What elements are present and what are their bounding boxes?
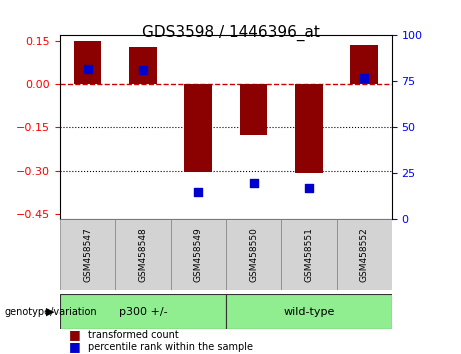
Bar [350, 45, 378, 84]
Point [84, 66, 91, 72]
FancyBboxPatch shape [281, 219, 337, 290]
Point [195, 189, 202, 195]
Text: GSM458547: GSM458547 [83, 228, 92, 282]
FancyBboxPatch shape [226, 219, 281, 290]
Text: ■: ■ [69, 341, 81, 353]
Bar [240, 84, 267, 135]
Text: GDS3598 / 1446396_at: GDS3598 / 1446396_at [142, 25, 319, 41]
FancyBboxPatch shape [171, 219, 226, 290]
Text: GSM458549: GSM458549 [194, 228, 203, 282]
Text: percentile rank within the sample: percentile rank within the sample [88, 342, 253, 352]
Text: GSM458551: GSM458551 [304, 227, 313, 282]
Point [361, 75, 368, 81]
Text: GSM458548: GSM458548 [138, 228, 148, 282]
Text: ▶: ▶ [47, 307, 55, 316]
Text: GSM458550: GSM458550 [249, 227, 258, 282]
Text: ■: ■ [69, 328, 81, 341]
Text: genotype/variation: genotype/variation [5, 307, 97, 316]
Text: p300 +/-: p300 +/- [118, 307, 167, 316]
Text: wild-type: wild-type [283, 307, 335, 316]
Point [305, 185, 313, 191]
Text: transformed count: transformed count [88, 330, 178, 339]
Bar [295, 84, 323, 173]
Point [139, 68, 147, 73]
Text: GSM458552: GSM458552 [360, 228, 369, 282]
FancyBboxPatch shape [115, 219, 171, 290]
FancyBboxPatch shape [226, 294, 392, 329]
Point [250, 180, 257, 185]
FancyBboxPatch shape [60, 219, 115, 290]
FancyBboxPatch shape [337, 219, 392, 290]
Bar [129, 47, 157, 84]
Bar [184, 84, 212, 172]
FancyBboxPatch shape [60, 294, 226, 329]
Bar [74, 41, 101, 84]
